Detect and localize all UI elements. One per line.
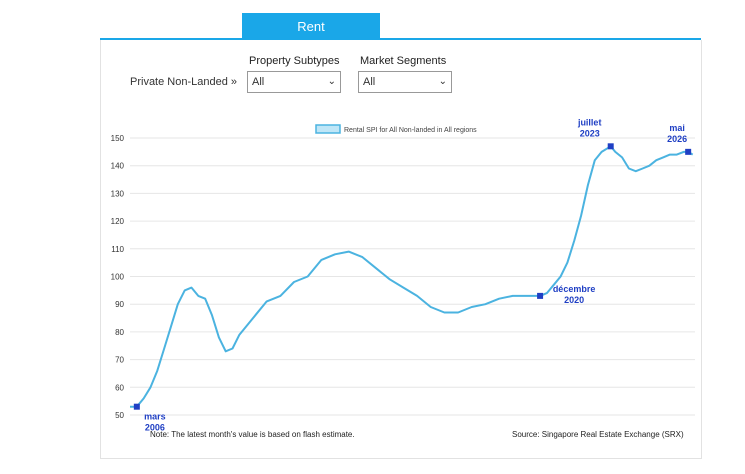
property-subtypes-select[interactable]: All ⌄ — [247, 71, 341, 93]
chevron-down-icon: ⌄ — [327, 76, 336, 87]
chevron-down-icon: ⌄ — [438, 76, 447, 87]
annotation-month: mai — [669, 123, 685, 133]
tab-rent[interactable]: Rent — [242, 13, 380, 39]
chart-panel — [100, 40, 702, 459]
y-tick-label: 60 — [115, 383, 124, 392]
market-segments-value: All — [363, 76, 376, 88]
data-marker — [133, 403, 140, 410]
data-marker — [685, 148, 692, 155]
y-tick-label: 70 — [115, 356, 124, 365]
legend: Rental SPI for All Non-landed in All reg… — [315, 124, 477, 134]
market-segments-label: Market Segments — [360, 55, 447, 67]
y-axis: 50 60 70 80 90 100 110 120 130 140 150 — [111, 134, 125, 420]
data-marker — [537, 292, 544, 299]
source-note: Source: Singapore Real Estate Exchange (… — [512, 430, 684, 439]
annotation-year: 2006 — [145, 423, 165, 433]
annotation-month: décembre — [553, 284, 596, 294]
y-tick-label: 90 — [115, 300, 124, 309]
y-tick-label: 50 — [115, 411, 124, 420]
tab-rent-label: Rent — [297, 18, 325, 34]
footnote: Note: The latest month's value is based … — [150, 430, 355, 439]
annotation-month: juillet — [577, 117, 602, 127]
breadcrumb[interactable]: Private Non-Landed » — [130, 76, 238, 88]
tab-underline — [100, 38, 701, 40]
annotation-year: 2026 — [667, 134, 687, 144]
y-tick-label: 100 — [111, 273, 125, 282]
chart-grid — [130, 137, 695, 416]
y-tick-label: 80 — [115, 328, 124, 337]
y-tick-label: 150 — [111, 134, 125, 143]
y-tick-label: 110 — [111, 245, 124, 254]
y-tick-label: 130 — [111, 189, 125, 198]
annotation-year: 2020 — [564, 295, 584, 305]
market-segments-select[interactable]: All ⌄ — [358, 71, 452, 93]
series-line-rental-spi — [130, 145, 694, 408]
data-marker — [607, 143, 614, 150]
property-subtypes-label: Property Subtypes — [249, 55, 340, 67]
legend-swatch — [315, 124, 341, 134]
annotation-year: 2023 — [580, 128, 600, 138]
property-subtypes-value: All — [252, 76, 265, 88]
y-tick-label: 140 — [111, 162, 125, 171]
legend-label: Rental SPI for All Non-landed in All reg… — [344, 127, 477, 134]
annotation-month: mars — [144, 412, 166, 422]
y-tick-label: 120 — [111, 217, 125, 226]
